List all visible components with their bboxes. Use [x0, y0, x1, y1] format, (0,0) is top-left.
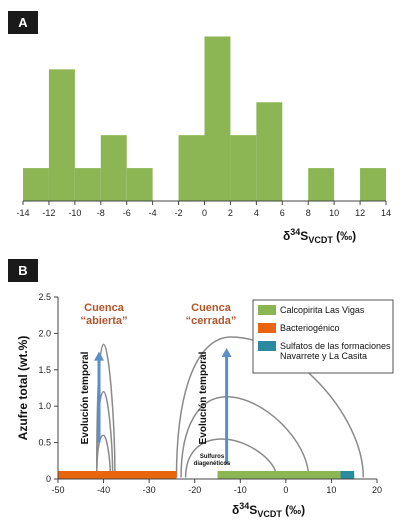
legend-swatch-bacteriogenic	[258, 323, 276, 333]
histogram-bar	[178, 135, 205, 201]
histogram-bar	[23, 168, 49, 201]
plot-b-x-tick-label: -20	[188, 485, 201, 495]
histogram-bar	[308, 168, 335, 201]
histogram-bar	[230, 135, 257, 201]
xlabel-a-main: S	[300, 229, 308, 243]
panel-b-label-box	[8, 259, 38, 282]
histogram-x-tick-label: 4	[254, 208, 259, 218]
histogram-x-tick-label: -12	[42, 208, 55, 218]
open-basin-label-1: Cuenca	[84, 302, 125, 314]
xlabel-a-sup: 34	[290, 227, 300, 237]
plot-b-y-tick-label: 1.5	[38, 365, 51, 375]
histogram-x-tick-label: 6	[280, 208, 285, 218]
plot-b-x-tick-label: -30	[143, 485, 156, 495]
histogram-x-tick-label: -10	[68, 208, 81, 218]
open-basin-curve	[95, 343, 116, 478]
diagenetic-label-2: diagenéticos	[194, 461, 231, 467]
plot-b-y-tick-label: 0	[46, 474, 51, 484]
closed-basin-label-1: Cuenca	[191, 302, 232, 314]
open-basin-curve	[95, 434, 112, 478]
closed-basin-label-2: “cerrada”	[186, 315, 237, 327]
plot-b-x-axis-title: δ34SVCDT (‰)	[232, 501, 305, 519]
plot-b-y-ticks: 0 0.5 1.0 1.5 2.0 2.5	[38, 292, 58, 484]
temporal-evolution-arrows	[94, 347, 232, 465]
isotope-range-bars	[58, 470, 355, 479]
legend-label-sulfates-line2: Navarrete y La Casita	[280, 351, 367, 361]
open-basin-label-2: “abierta”	[80, 315, 127, 327]
panel-b: B -50 -40 -30 -20 -10 0 10 20 00.51.01.52.02.5 …	[8, 259, 394, 519]
histogram-x-tick-label: -4	[149, 208, 157, 218]
histogram-x-tick-label: -6	[123, 208, 131, 218]
histogram-x-axis-title: δ34SVCDT (‰)	[283, 227, 356, 245]
plot-b-x-tick-label: 20	[372, 485, 382, 495]
histogram-x-tick-label: 14	[381, 208, 391, 218]
histogram-x-tick-label: -2	[175, 208, 183, 218]
histogram-x-tick-label: -14	[16, 208, 29, 218]
xlabel-b-suffix: (‰)	[282, 503, 305, 517]
histogram-bar	[126, 168, 153, 201]
legend-swatch-sulfates	[258, 341, 276, 351]
plot-b-y-tick-label: 2.0	[38, 328, 51, 338]
plot-b-x-tick-label: -10	[234, 485, 247, 495]
histogram-x-tick-label: 2	[228, 208, 233, 218]
xlabel-a-sub: VCDT	[308, 235, 333, 245]
legend-label-chalcopyrite: Calcopirita Las Vigas	[280, 305, 365, 315]
panel-a: A -14 -12 -10 -8 -6 -4 -2 0 2 4 6 8 10 12 14 δ34SVCDT …	[8, 11, 391, 245]
histogram-x-tick-label: 0	[202, 208, 207, 218]
plot-b-x-tick-label: 0	[283, 485, 288, 495]
plot-b-x-tick-label: 10	[326, 485, 336, 495]
xlabel-a-suffix: (‰)	[333, 229, 356, 243]
diagenetic-label-1: Sulfuros	[200, 454, 225, 460]
histogram-x-tick-label: -8	[97, 208, 105, 218]
panel-b-label: B	[18, 263, 27, 278]
xlabel-b-sub: VCDT	[257, 509, 282, 519]
histogram-bar	[48, 69, 75, 201]
legend-frame	[252, 299, 394, 374]
plot-b-x-tick-label: -40	[97, 485, 110, 495]
histogram-x-ticks: -14 -12 -10 -8 -6 -4 -2 0 2 4 6 8 10 12 14	[16, 201, 391, 218]
histogram-bar	[360, 168, 386, 201]
plot-b-y-tick-label: 2.5	[38, 292, 51, 302]
temporal-evolution-arrow-head	[221, 347, 232, 357]
sulfur-evolution-curves	[95, 336, 365, 478]
plot-b-x-ticks: -50 -40 -30 -20 -10 0 10 20	[51, 479, 382, 495]
histogram-bar	[256, 102, 283, 201]
xlabel-b-sup: 34	[239, 501, 249, 511]
isotope-range-bar	[340, 470, 355, 479]
histogram-x-tick-label: 10	[329, 208, 339, 218]
temporal-evolution-label-open: Evolución temporal	[80, 351, 91, 444]
histogram-x-tick-label: 8	[306, 208, 311, 218]
legend-label-bacteriogenic: Bacteriogénico	[280, 323, 340, 333]
plot-b-x-tick-label: -50	[51, 485, 64, 495]
legend: Calcopirita Las Vigas Bacteriogénico Sul…	[252, 299, 394, 374]
isotope-range-bar	[58, 470, 177, 479]
legend-swatch-chalcopyrite	[258, 305, 276, 315]
histogram-bar	[100, 135, 127, 201]
histogram-bar	[204, 36, 231, 201]
xlabel-b-prefix: δ	[232, 503, 239, 517]
temporal-evolution-arrow-head	[94, 351, 105, 361]
temporal-evolution-label-closed: Evolución temporal	[198, 351, 209, 444]
plot-b-y-axis-title: Azufre total (wt.%)	[16, 336, 30, 441]
xlabel-a-prefix: δ	[283, 229, 290, 243]
legend-label-sulfates: Sulfatos de las formaciones Navarrete y L…	[280, 341, 391, 361]
xlabel-b-main: S	[249, 503, 257, 517]
closed-basin-curve	[175, 336, 365, 478]
plot-b-y-tick-label: 0.5	[38, 438, 51, 448]
isotope-range-bar	[217, 470, 341, 479]
histogram-bar	[74, 168, 101, 201]
closed-basin-curve	[184, 438, 278, 478]
panel-a-label: A	[18, 15, 28, 30]
histogram-bars	[23, 36, 386, 201]
legend-label-sulfates-line1: Sulfatos de las formaciones	[280, 341, 391, 351]
open-basin-curve	[95, 390, 114, 478]
plot-b-y-tick-label: 1.0	[38, 401, 51, 411]
panel-a-label-box	[8, 11, 38, 34]
histogram-x-tick-label: 12	[355, 208, 365, 218]
